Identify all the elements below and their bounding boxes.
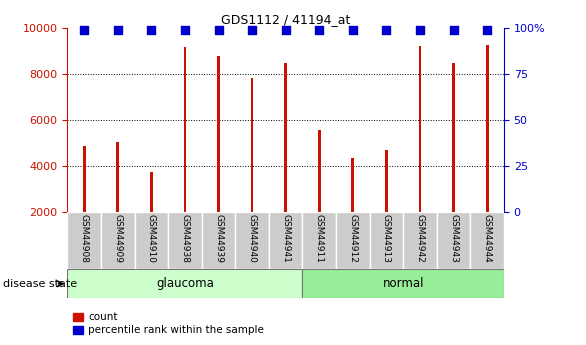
Bar — [150, 172, 153, 212]
Bar — [67, 212, 101, 269]
Text: GSM44910: GSM44910 — [147, 214, 156, 263]
Legend: count, percentile rank within the sample: count, percentile rank within the sample — [73, 312, 264, 335]
Text: GSM44938: GSM44938 — [180, 214, 189, 263]
Bar — [437, 212, 471, 269]
Point — [180, 27, 190, 33]
Bar — [83, 146, 86, 212]
Bar — [452, 63, 455, 212]
Point — [482, 27, 492, 33]
Bar — [67, 269, 302, 298]
Point — [415, 27, 425, 33]
Bar — [135, 212, 168, 269]
Text: GSM44909: GSM44909 — [113, 214, 122, 263]
Point — [281, 27, 291, 33]
Bar — [284, 63, 287, 212]
Bar — [217, 57, 220, 212]
Point — [247, 27, 257, 33]
Title: GDS1112 / 41194_at: GDS1112 / 41194_at — [221, 13, 350, 27]
Bar — [385, 150, 388, 212]
Text: GSM44913: GSM44913 — [382, 214, 391, 263]
Text: GSM44943: GSM44943 — [449, 214, 458, 263]
Text: GSM44912: GSM44912 — [348, 214, 357, 263]
Point — [449, 27, 458, 33]
Bar — [486, 45, 489, 212]
Bar — [318, 130, 321, 212]
Bar — [370, 212, 403, 269]
Text: GSM44944: GSM44944 — [483, 214, 492, 263]
Text: disease state: disease state — [3, 279, 77, 288]
Bar — [302, 212, 336, 269]
Bar — [117, 142, 119, 212]
Bar — [336, 212, 370, 269]
Bar — [101, 212, 135, 269]
Text: GSM44941: GSM44941 — [281, 214, 290, 263]
Bar — [403, 212, 437, 269]
Text: normal: normal — [383, 277, 424, 290]
Bar — [352, 158, 354, 212]
Bar — [251, 78, 253, 212]
Point — [146, 27, 156, 33]
Bar — [168, 212, 202, 269]
Bar — [471, 212, 504, 269]
Point — [80, 27, 89, 33]
Text: GSM44939: GSM44939 — [214, 214, 223, 263]
Text: GSM44911: GSM44911 — [315, 214, 323, 263]
Text: GSM44908: GSM44908 — [80, 214, 88, 263]
Text: glaucoma: glaucoma — [156, 277, 214, 290]
Text: GSM44942: GSM44942 — [415, 214, 424, 263]
Text: GSM44940: GSM44940 — [248, 214, 257, 263]
Bar — [269, 212, 302, 269]
Bar — [302, 269, 504, 298]
Bar — [418, 46, 421, 212]
Point — [113, 27, 122, 33]
Bar — [183, 47, 186, 212]
Point — [381, 27, 391, 33]
Bar — [202, 212, 236, 269]
Bar — [236, 212, 269, 269]
Point — [348, 27, 357, 33]
Point — [315, 27, 324, 33]
Point — [214, 27, 223, 33]
